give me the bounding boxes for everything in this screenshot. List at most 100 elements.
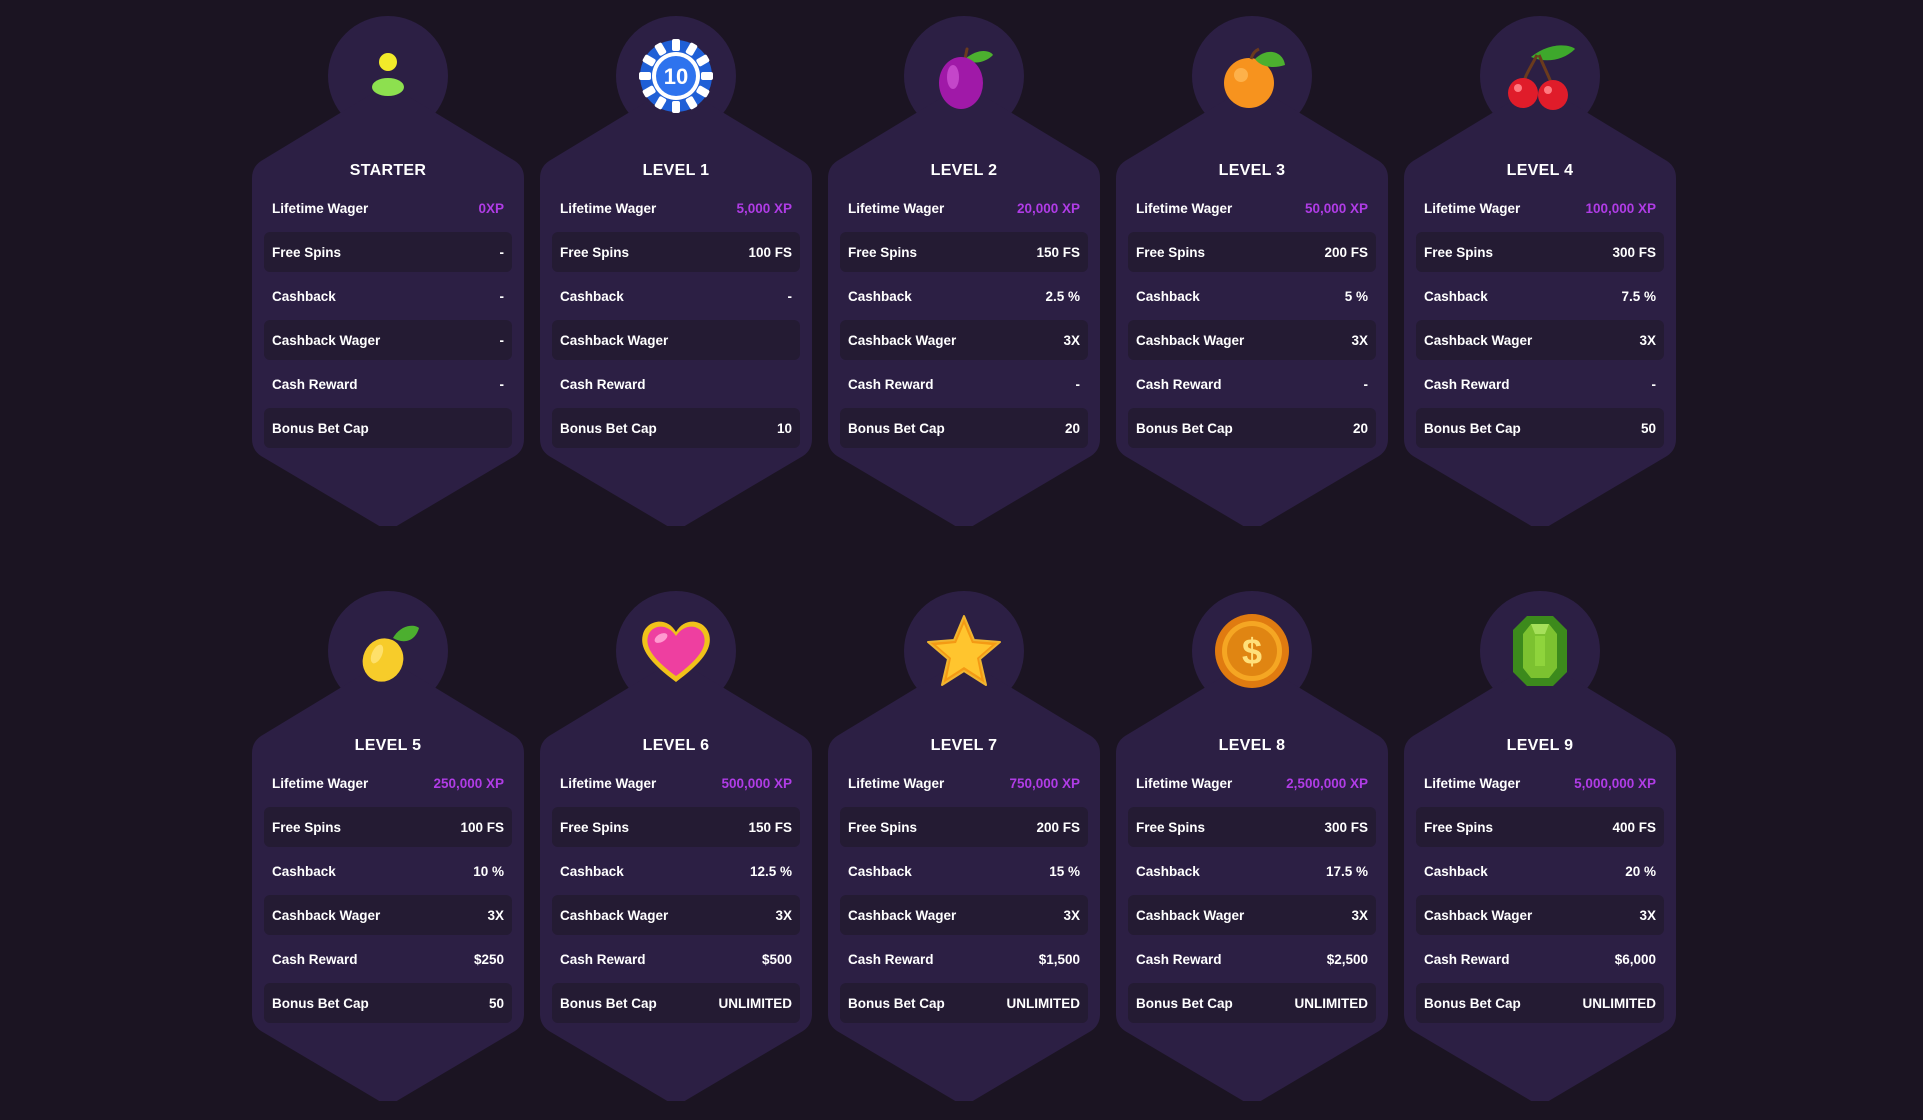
stat-row: Cashback Wager 3X: [1128, 895, 1376, 935]
stat-label: Cash Reward: [1424, 951, 1510, 967]
stat-row: Cashback 12.5 %: [552, 851, 800, 891]
level-stats: Lifetime Wager 750,000 XP Free Spins 200…: [840, 763, 1088, 1027]
level-title: LEVEL 3: [1218, 162, 1286, 179]
cherry-icon: [1480, 16, 1600, 136]
stat-label: Cashback: [272, 288, 336, 304]
stat-row: Free Spins 150 FS: [840, 232, 1088, 272]
stat-label: Free Spins: [1424, 819, 1494, 835]
stat-row: Free Spins 300 FS: [1416, 232, 1664, 272]
level-stats: Lifetime Wager 5,000,000 XP Free Spins 4…: [1416, 763, 1664, 1027]
stat-row: Bonus Bet Cap 20: [1128, 408, 1376, 448]
stat-label: Cash Reward: [1136, 951, 1222, 967]
level-title: STARTER: [349, 162, 427, 179]
stat-row: Cashback 20 %: [1416, 851, 1664, 891]
stat-label: Lifetime Wager: [560, 775, 657, 791]
stat-value: -: [499, 244, 505, 260]
stat-value: 500,000 XP: [721, 775, 792, 791]
stat-row: Cashback Wager 3X: [840, 320, 1088, 360]
level-card: $ LEVEL 8 Lifetime Wager 2,500,000 XP Fr…: [1116, 591, 1388, 1101]
stat-label: Cashback Wager: [272, 332, 381, 348]
stat-row: Lifetime Wager 0XP: [264, 188, 512, 228]
level-stats: Lifetime Wager 50,000 XP Free Spins 200 …: [1128, 188, 1376, 452]
stat-label: Bonus Bet Cap: [1136, 995, 1233, 1011]
stat-label: Cashback: [848, 863, 912, 879]
level-stats: Lifetime Wager 5,000 XP Free Spins 100 F…: [552, 188, 800, 452]
stat-value: 5 %: [1344, 288, 1368, 304]
stat-value: 7.5 %: [1621, 288, 1656, 304]
stat-value: $250: [473, 951, 504, 967]
stat-value: -: [499, 332, 505, 348]
stat-value: $1,500: [1038, 951, 1080, 967]
stat-value: 3X: [1639, 332, 1656, 348]
stat-label: Lifetime Wager: [272, 200, 369, 216]
stat-row: Free Spins 200 FS: [1128, 232, 1376, 272]
stat-row: Cashback Wager 3X: [1128, 320, 1376, 360]
stat-value: 2.5 %: [1045, 288, 1080, 304]
stat-label: Lifetime Wager: [848, 200, 945, 216]
stat-label: Cashback Wager: [1424, 332, 1533, 348]
level-title: LEVEL 1: [642, 162, 710, 179]
stat-label: Cashback Wager: [560, 332, 669, 348]
stat-label: Bonus Bet Cap: [848, 420, 945, 436]
stat-row: Cashback -: [552, 276, 800, 316]
stat-label: Cashback Wager: [272, 907, 381, 923]
stat-value: 20: [1352, 420, 1368, 436]
stat-row: Cashback Wager 3X: [1416, 320, 1664, 360]
stat-row: Cash Reward $2,500: [1128, 939, 1376, 979]
stat-row: Free Spins 300 FS: [1128, 807, 1376, 847]
stat-label: Bonus Bet Cap: [1424, 995, 1521, 1011]
stat-value: 20: [1064, 420, 1080, 436]
stat-value: UNLIMITED: [1006, 995, 1081, 1011]
level-stats: Lifetime Wager 100,000 XP Free Spins 300…: [1416, 188, 1664, 452]
stat-value: -: [1363, 376, 1369, 392]
level-title: LEVEL 8: [1218, 737, 1286, 754]
stat-value: -: [1651, 376, 1657, 392]
stat-row: Bonus Bet Cap UNLIMITED: [1416, 983, 1664, 1023]
stat-row: Lifetime Wager 20,000 XP: [840, 188, 1088, 228]
dollar-coin-icon: $: [1192, 591, 1312, 711]
stat-label: Cashback: [560, 863, 624, 879]
stat-row: Free Spins -: [264, 232, 512, 272]
stat-value: 750,000 XP: [1009, 775, 1080, 791]
stat-value: UNLIMITED: [1294, 995, 1369, 1011]
level-title: LEVEL 6: [642, 737, 710, 754]
level-card: LEVEL 7 Lifetime Wager 750,000 XP Free S…: [828, 591, 1100, 1101]
stat-value: 3X: [487, 907, 504, 923]
stat-value: $6,000: [1614, 951, 1656, 967]
stat-row: Bonus Bet Cap: [264, 408, 512, 448]
stat-row: Cashback Wager 3X: [1416, 895, 1664, 935]
stat-row: Cashback Wager 3X: [840, 895, 1088, 935]
stat-row: Cashback 7.5 %: [1416, 276, 1664, 316]
stat-label: Free Spins: [560, 244, 630, 260]
stat-row: Bonus Bet Cap 50: [264, 983, 512, 1023]
stat-value: 250,000 XP: [433, 775, 504, 791]
orange-icon: [1192, 16, 1312, 136]
stat-value: 3X: [1351, 907, 1368, 923]
stat-label: Cashback Wager: [1424, 907, 1533, 923]
level-stats: Lifetime Wager 2,500,000 XP Free Spins 3…: [1128, 763, 1376, 1027]
stat-value: UNLIMITED: [718, 995, 793, 1011]
stat-label: Cash Reward: [272, 951, 358, 967]
stat-label: Bonus Bet Cap: [848, 995, 945, 1011]
stat-value: $500: [761, 951, 792, 967]
stat-row: Bonus Bet Cap UNLIMITED: [840, 983, 1088, 1023]
stat-row: Lifetime Wager 500,000 XP: [552, 763, 800, 803]
stat-row: Cash Reward $1,500: [840, 939, 1088, 979]
stat-value: -: [787, 288, 793, 304]
stat-row: Cash Reward $250: [264, 939, 512, 979]
level-title: LEVEL 9: [1506, 737, 1574, 754]
stat-label: Lifetime Wager: [1424, 200, 1521, 216]
stat-label: Free Spins: [848, 244, 918, 260]
stat-value: 20 %: [1625, 863, 1656, 879]
level-card: LEVEL 9 Lifetime Wager 5,000,000 XP Free…: [1404, 591, 1676, 1101]
stat-value: 100 FS: [460, 819, 504, 835]
star-icon: [904, 591, 1024, 711]
stat-label: Free Spins: [1136, 819, 1206, 835]
stat-label: Cash Reward: [848, 951, 934, 967]
stat-value: 2,500,000 XP: [1286, 775, 1368, 791]
stat-row: Cash Reward -: [840, 364, 1088, 404]
coin-symbol: $: [1242, 631, 1262, 672]
level-stats: Lifetime Wager 20,000 XP Free Spins 150 …: [840, 188, 1088, 452]
stat-label: Cashback: [1424, 288, 1488, 304]
stat-row: Lifetime Wager 5,000 XP: [552, 188, 800, 228]
